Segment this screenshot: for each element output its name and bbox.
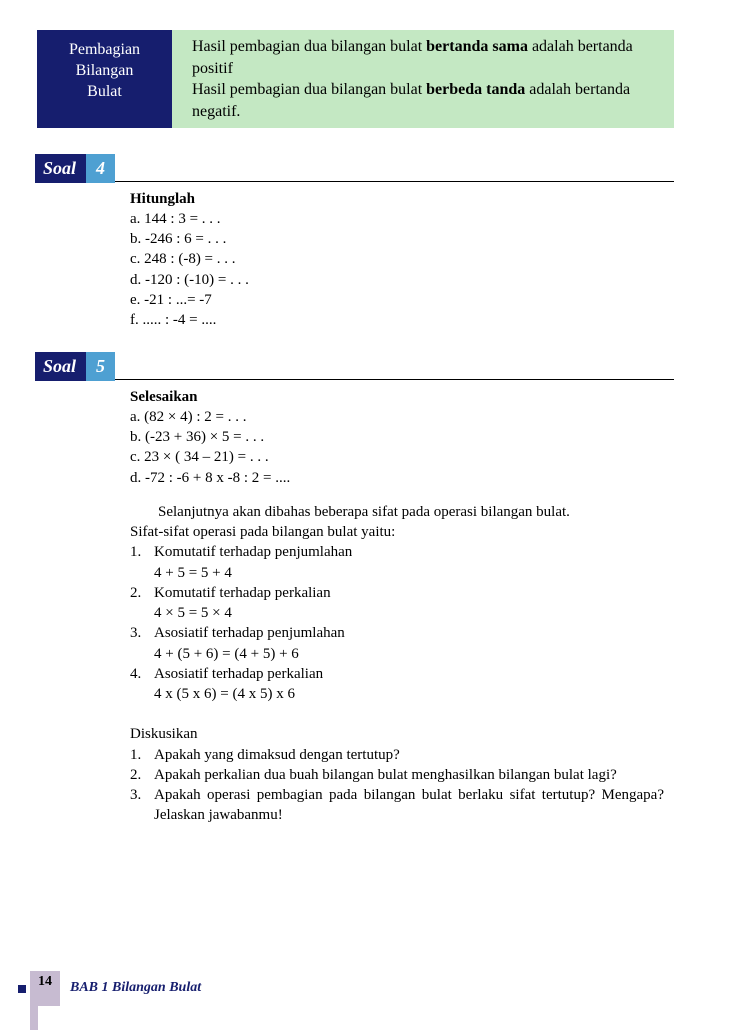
soal5-content: Selesaikan a. (82 × 4) : 2 = . . . b. (-… — [130, 387, 664, 826]
properties-list: 1.Komutatif terhadap penjumlahan 4 + 5 =… — [130, 542, 664, 704]
discuss-title: Diskusikan — [130, 724, 664, 744]
footer-square-icon — [18, 985, 26, 993]
soal4-item-d: d. -120 : (-10) = . . . — [130, 270, 664, 290]
discuss-1-text: Apakah yang dimaksud dengan tertutup? — [154, 745, 664, 765]
prop-2-text: Komutatif terhadap perkalian — [154, 583, 331, 603]
prop-2: 2.Komutatif terhadap perkalian — [130, 583, 664, 603]
concept-text-1b: bertanda sama — [426, 38, 528, 55]
prop-3-text: Asosiatif terhadap penjumlahan — [154, 623, 345, 643]
discuss-2-num: 2. — [130, 765, 154, 785]
soal5-rule — [115, 379, 674, 380]
discuss-3-num: 3. — [130, 785, 154, 826]
concept-text-1a: Hasil pembagian dua bilangan bulat — [192, 38, 426, 55]
soal5-number: 5 — [86, 352, 115, 380]
soal4-item-c: c. 248 : (-8) = . . . — [130, 249, 664, 269]
soal5-item-d: d. -72 : -6 + 8 x -8 : 2 = .... — [130, 468, 664, 488]
soal5-item-a: a. (82 × 4) : 2 = . . . — [130, 407, 664, 427]
discuss-3: 3.Apakah operasi pembagian pada bilangan… — [130, 785, 664, 826]
prop-4-num: 4. — [130, 664, 154, 684]
page-footer: 14 BAB 1 Bilangan Bulat — [18, 971, 201, 1006]
soal4-rule — [115, 181, 674, 182]
concept-label-line3: Bulat — [87, 83, 122, 100]
soal4-content: Hitunglah a. 144 : 3 = . . . b. -246 : 6… — [130, 189, 664, 331]
soal4-header: Soal 4 — [35, 154, 674, 182]
concept-text-3a: Hasil pembagian dua bilangan bulat — [192, 81, 426, 98]
discuss-1-num: 1. — [130, 745, 154, 765]
prop-2-eq: 4 × 5 = 5 × 4 — [154, 603, 664, 623]
soal4-item-a: a. 144 : 3 = . . . — [130, 209, 664, 229]
soal5-para2: Sifat-sifat operasi pada bilangan bulat … — [130, 522, 664, 542]
prop-3-num: 3. — [130, 623, 154, 643]
page-number: 14 — [30, 971, 60, 1006]
concept-text-3b: berbeda tanda — [426, 81, 525, 98]
soal5-title: Selesaikan — [130, 387, 664, 407]
prop-1: 1.Komutatif terhadap penjumlahan — [130, 542, 664, 562]
soal5-list: a. (82 × 4) : 2 = . . . b. (-23 + 36) × … — [130, 407, 664, 488]
prop-4-text: Asosiatif terhadap perkalian — [154, 664, 323, 684]
prop-4: 4.Asosiatif terhadap perkalian — [130, 664, 664, 684]
concept-box: Pembagian Bilangan Bulat Hasil pembagian… — [37, 30, 674, 128]
concept-label-line2: Bilangan — [76, 62, 134, 79]
soal5-header: Soal 5 — [35, 352, 674, 380]
prop-3-eq: 4 + (5 + 6) = (4 + 5) + 6 — [154, 644, 664, 664]
concept-label: Pembagian Bilangan Bulat — [37, 30, 172, 128]
footer-tail — [30, 1006, 38, 1030]
soal4-item-f: f. ..... : -4 = .... — [130, 310, 664, 330]
prop-3: 3.Asosiatif terhadap penjumlahan — [130, 623, 664, 643]
soal4-number: 4 — [86, 154, 115, 182]
soal5-item-c: c. 23 × ( 34 – 21) = . . . — [130, 447, 664, 467]
soal4-label: Soal — [35, 154, 86, 182]
discuss-2: 2.Apakah perkalian dua buah bilangan bul… — [130, 765, 664, 785]
soal5-item-b: b. (-23 + 36) × 5 = . . . — [130, 427, 664, 447]
soal5-para1: Selanjutnya akan dibahas beberapa sifat … — [130, 502, 664, 522]
discuss-list: 1.Apakah yang dimaksud dengan tertutup? … — [130, 745, 664, 826]
chapter-title: BAB 1 Bilangan Bulat — [70, 979, 201, 998]
discuss-1: 1.Apakah yang dimaksud dengan tertutup? — [130, 745, 664, 765]
prop-1-text: Komutatif terhadap penjumlahan — [154, 542, 352, 562]
prop-4-eq: 4 x (5 x 6) = (4 x 5) x 6 — [154, 684, 664, 704]
soal4-list: a. 144 : 3 = . . . b. -246 : 6 = . . . c… — [130, 209, 664, 331]
discuss-2-text: Apakah perkalian dua buah bilangan bulat… — [154, 765, 664, 785]
prop-1-eq: 4 + 5 = 5 + 4 — [154, 563, 664, 583]
prop-2-num: 2. — [130, 583, 154, 603]
discuss-3-text: Apakah operasi pembagian pada bilangan b… — [154, 785, 664, 826]
soal4-item-b: b. -246 : 6 = . . . — [130, 229, 664, 249]
prop-1-num: 1. — [130, 542, 154, 562]
concept-body: Hasil pembagian dua bilangan bulat berta… — [172, 30, 674, 128]
soal4-title: Hitunglah — [130, 189, 664, 209]
concept-label-line1: Pembagian — [69, 41, 140, 58]
soal5-label: Soal — [35, 352, 86, 380]
page: Pembagian Bilangan Bulat Hasil pembagian… — [0, 0, 729, 826]
soal4-item-e: e. -21 : ...= -7 — [130, 290, 664, 310]
